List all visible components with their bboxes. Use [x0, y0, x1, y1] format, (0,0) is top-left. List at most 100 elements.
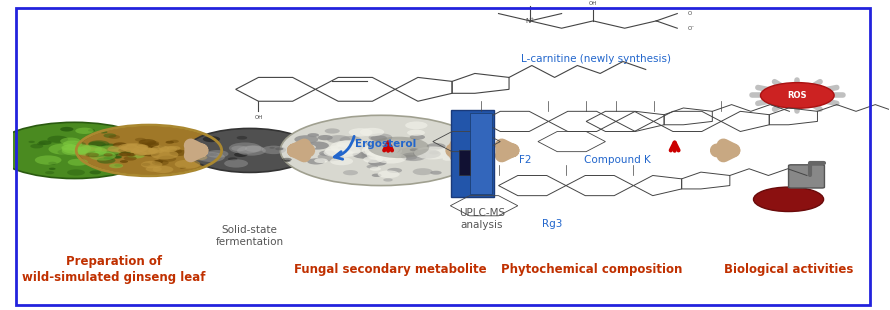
Circle shape	[28, 141, 35, 143]
Circle shape	[385, 148, 400, 152]
Circle shape	[379, 147, 400, 154]
Circle shape	[262, 146, 286, 154]
Circle shape	[88, 140, 109, 148]
Circle shape	[187, 128, 312, 172]
Circle shape	[49, 168, 55, 170]
Circle shape	[361, 152, 389, 162]
Circle shape	[190, 154, 207, 160]
Circle shape	[409, 135, 425, 140]
Circle shape	[135, 138, 146, 142]
Circle shape	[237, 136, 247, 140]
Circle shape	[325, 128, 340, 134]
Circle shape	[180, 167, 186, 169]
Circle shape	[136, 148, 157, 155]
Text: Phytochemical composition: Phytochemical composition	[501, 263, 682, 276]
Circle shape	[224, 159, 248, 168]
Circle shape	[140, 147, 157, 153]
Circle shape	[38, 140, 52, 145]
Circle shape	[69, 146, 76, 148]
Text: OH: OH	[589, 1, 597, 6]
Text: OH: OH	[255, 115, 263, 120]
Circle shape	[368, 137, 429, 158]
Circle shape	[88, 141, 106, 148]
Circle shape	[114, 164, 122, 167]
Circle shape	[101, 144, 118, 149]
Text: Rg3: Rg3	[542, 219, 562, 229]
Circle shape	[61, 144, 92, 154]
Circle shape	[237, 146, 266, 156]
Circle shape	[158, 146, 165, 148]
Circle shape	[169, 149, 182, 154]
Circle shape	[113, 142, 127, 147]
Circle shape	[0, 122, 155, 179]
Circle shape	[369, 167, 381, 171]
Circle shape	[150, 149, 161, 153]
Circle shape	[367, 165, 378, 169]
Circle shape	[372, 174, 382, 177]
Circle shape	[365, 144, 402, 157]
Circle shape	[166, 141, 174, 144]
Circle shape	[86, 151, 105, 157]
Circle shape	[401, 153, 425, 161]
Circle shape	[88, 129, 95, 131]
Circle shape	[76, 146, 107, 156]
Circle shape	[76, 128, 93, 134]
Circle shape	[343, 170, 358, 175]
Circle shape	[61, 138, 80, 144]
Circle shape	[318, 135, 333, 140]
Circle shape	[426, 143, 446, 149]
Circle shape	[307, 133, 319, 137]
Circle shape	[109, 163, 123, 168]
Text: Solid-state
fermentation: Solid-state fermentation	[215, 225, 284, 247]
Text: O⁻: O⁻	[688, 26, 695, 31]
Circle shape	[345, 143, 373, 152]
Circle shape	[61, 127, 74, 131]
Text: UPLC-MS
analysis: UPLC-MS analysis	[459, 208, 505, 230]
Text: ROS: ROS	[788, 91, 807, 100]
Circle shape	[73, 145, 102, 155]
Circle shape	[325, 150, 335, 154]
Circle shape	[120, 143, 148, 153]
Circle shape	[101, 152, 123, 159]
Circle shape	[160, 146, 177, 152]
Circle shape	[97, 157, 116, 164]
Circle shape	[137, 145, 149, 149]
Circle shape	[155, 161, 163, 164]
Text: Fungal secondary metabolite: Fungal secondary metabolite	[294, 263, 486, 276]
Circle shape	[206, 150, 229, 158]
Circle shape	[754, 187, 823, 211]
Circle shape	[131, 149, 142, 153]
FancyBboxPatch shape	[789, 165, 824, 188]
Circle shape	[141, 148, 158, 154]
Circle shape	[85, 153, 99, 157]
Circle shape	[132, 147, 155, 155]
Circle shape	[134, 151, 149, 156]
Circle shape	[58, 149, 74, 155]
Circle shape	[228, 157, 238, 161]
Circle shape	[229, 143, 262, 154]
Circle shape	[119, 152, 131, 156]
Circle shape	[74, 147, 83, 150]
Circle shape	[158, 156, 176, 162]
Circle shape	[127, 152, 145, 158]
Circle shape	[120, 150, 131, 153]
Circle shape	[141, 161, 162, 168]
Circle shape	[414, 146, 451, 159]
Text: Compound K: Compound K	[585, 155, 651, 165]
Circle shape	[231, 146, 247, 151]
Circle shape	[118, 148, 129, 152]
Circle shape	[325, 145, 360, 157]
Circle shape	[377, 170, 400, 178]
Circle shape	[383, 140, 410, 149]
Circle shape	[114, 156, 122, 159]
Text: Ergosterol: Ergosterol	[355, 139, 417, 149]
Circle shape	[368, 133, 392, 142]
Circle shape	[245, 145, 263, 152]
Circle shape	[61, 144, 79, 151]
Circle shape	[124, 156, 137, 161]
Circle shape	[107, 157, 114, 160]
Circle shape	[142, 163, 150, 166]
Circle shape	[361, 149, 384, 157]
FancyBboxPatch shape	[451, 110, 494, 197]
Text: N⁺: N⁺	[526, 18, 535, 24]
